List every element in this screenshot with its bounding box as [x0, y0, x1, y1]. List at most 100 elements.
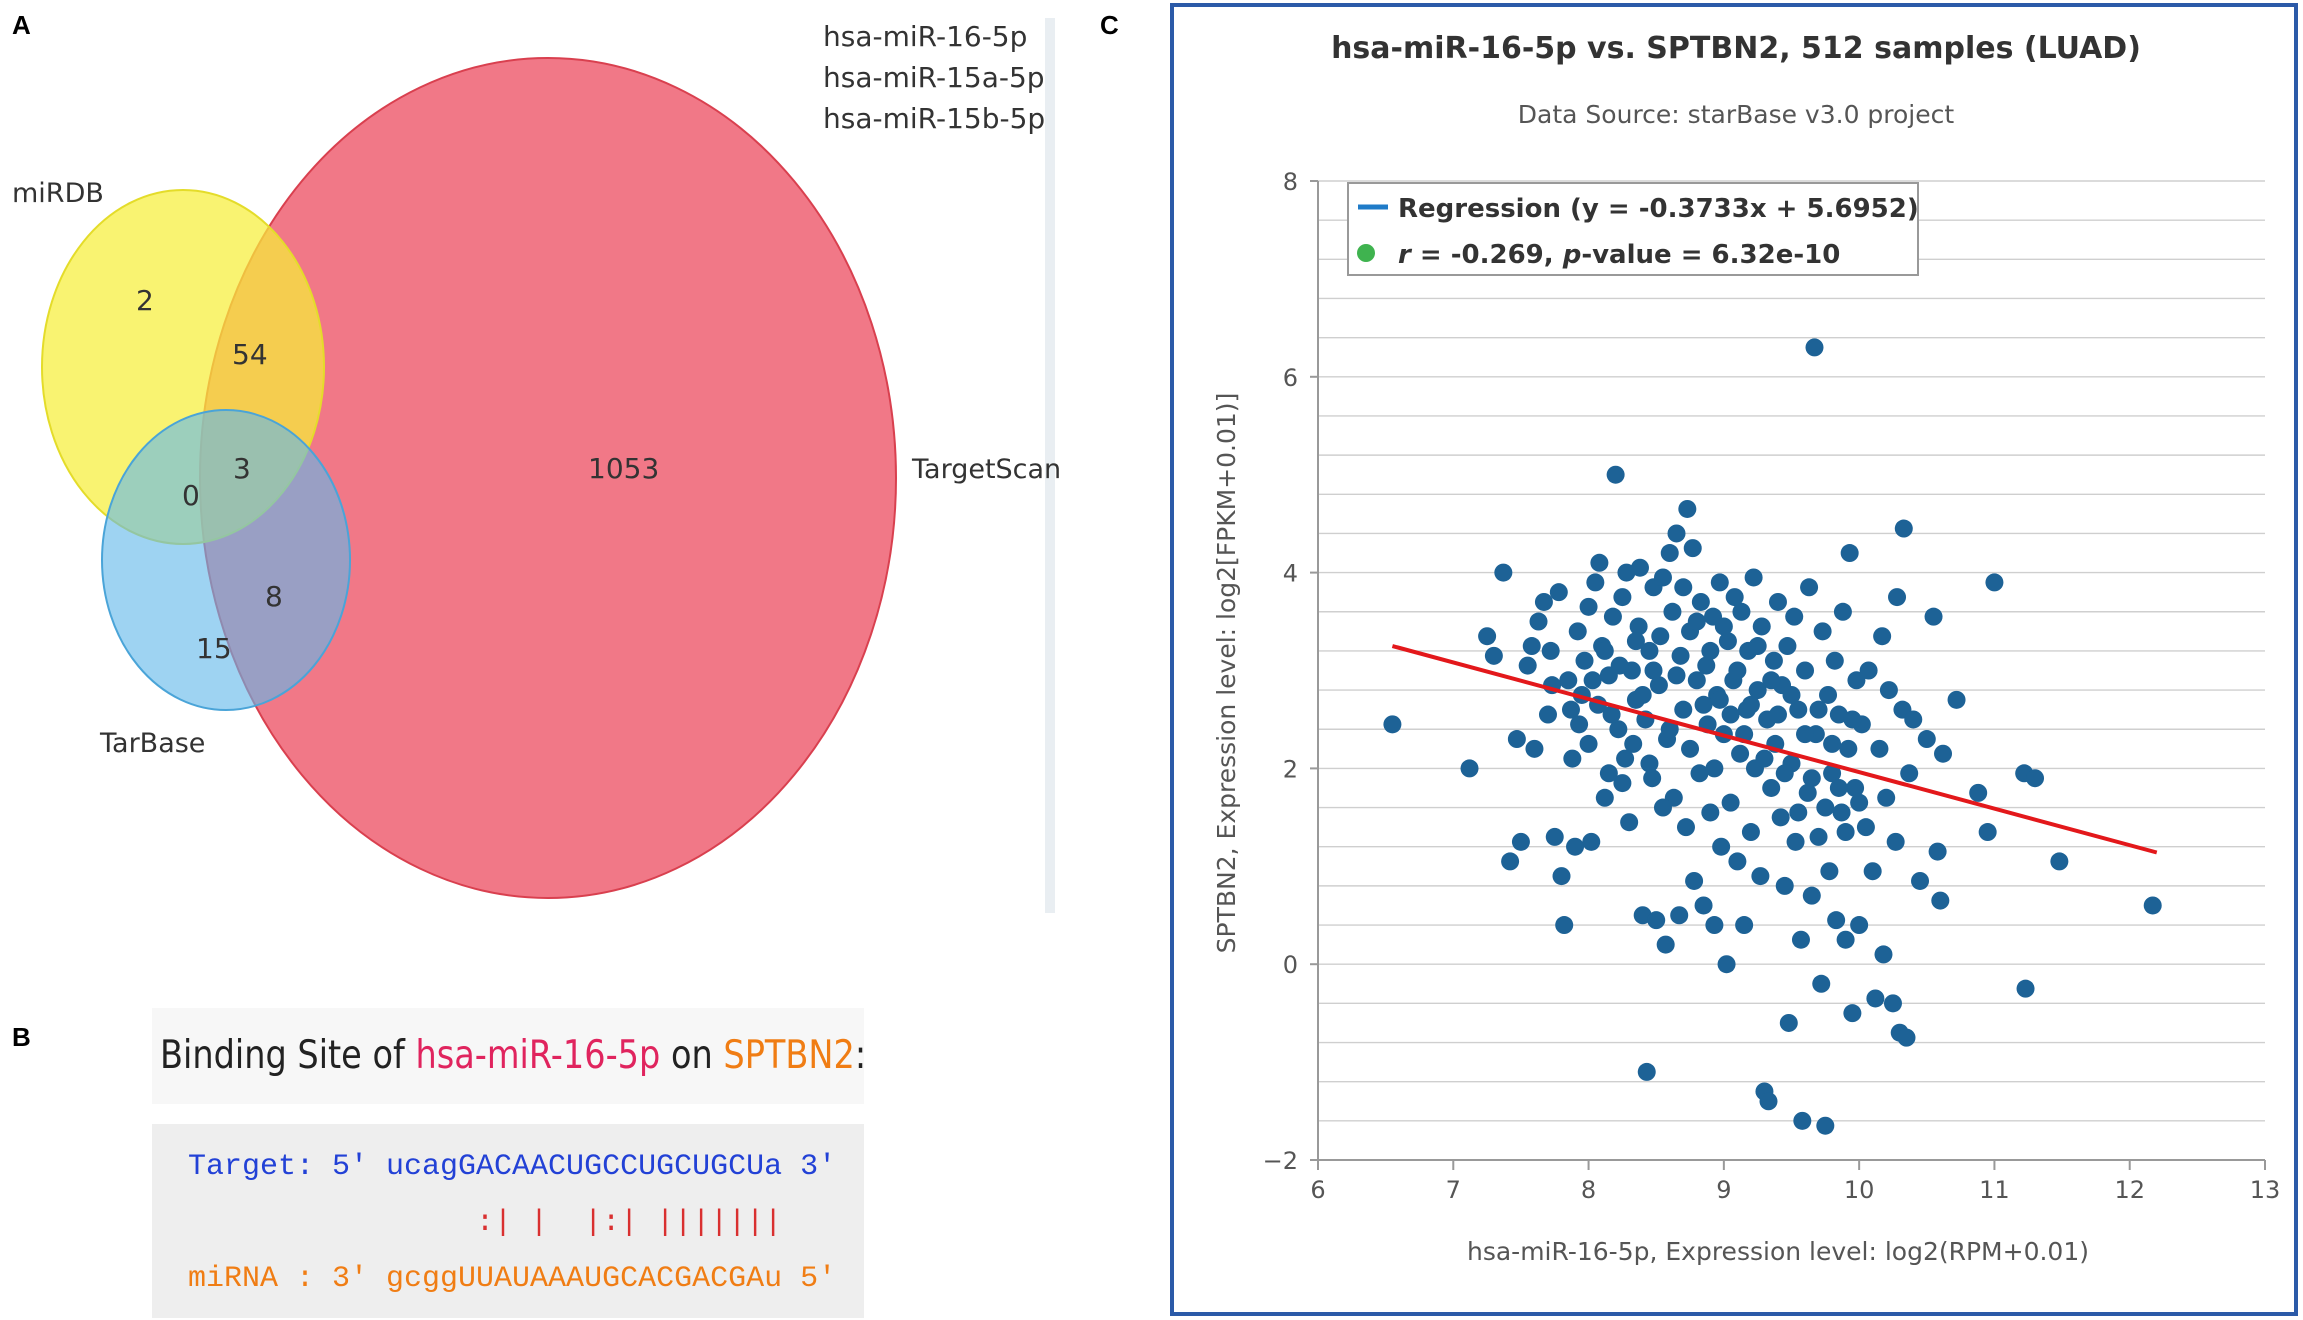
data-point: [1545, 827, 1564, 846]
data-point: [1752, 617, 1771, 636]
data-point: [1859, 661, 1878, 680]
data-point: [1836, 823, 1855, 842]
venn-count-targetscan-only: 1053: [588, 452, 659, 485]
data-point: [1870, 739, 1889, 758]
data-point: [1685, 871, 1704, 890]
target-sequence: Target: 5' ucagGACAACUGCCUGCUGCUa 3': [188, 1150, 837, 1184]
data-point: [1843, 710, 1862, 729]
data-point: [1728, 852, 1747, 871]
venn-mirna-list: hsa-miR-16-5p hsa-miR-15a-5p hsa-miR-15b…: [823, 20, 1045, 135]
data-point: [1563, 749, 1582, 768]
venn-mirna-2: hsa-miR-15a-5p: [823, 61, 1045, 94]
data-point: [1897, 1028, 1916, 1047]
data-point: [1674, 700, 1693, 719]
data-point: [1687, 612, 1706, 631]
data-point: [1786, 832, 1805, 851]
panel-letter-c: C: [1100, 10, 1119, 40]
data-point: [1829, 705, 1848, 724]
data-point: [1809, 827, 1828, 846]
data-point: [1690, 764, 1709, 783]
data-point: [1705, 759, 1724, 778]
data-point: [1775, 876, 1794, 895]
data-point: [1712, 837, 1731, 856]
data-point: [1917, 730, 1936, 749]
data-point: [1820, 862, 1839, 881]
data-point: [1718, 632, 1737, 651]
data-point: [1721, 705, 1740, 724]
legend-stat-p-value: -value = 6.32e-10: [1581, 240, 1840, 270]
venn-count-tarbase-targetscan: 8: [265, 580, 283, 613]
legend-stat-p: p: [1562, 240, 1582, 270]
data-point: [1805, 338, 1824, 357]
venn-mirna-1: hsa-miR-16-5p: [823, 20, 1027, 53]
x-tick-label: 12: [2114, 1176, 2145, 1204]
data-point: [1633, 685, 1652, 704]
data-point: [1802, 886, 1821, 905]
data-point: [1656, 935, 1675, 954]
venn-label-mirdb: miRDB: [12, 178, 104, 209]
data-point: [1552, 867, 1571, 886]
data-point: [1900, 764, 1919, 783]
y-tick-label: −2: [1263, 1147, 1298, 1175]
panel-letter-b: B: [12, 1022, 31, 1052]
data-point: [1518, 656, 1537, 675]
data-point: [1911, 871, 1930, 890]
data-point: [1728, 661, 1747, 680]
data-point: [1771, 808, 1790, 827]
chart-legend: Regression (y = -0.3733x + 5.6952) r = -…: [1347, 182, 1919, 276]
data-point: [1678, 499, 1697, 518]
venn-diagram: hsa-miR-16-5p hsa-miR-15a-5p hsa-miR-15b…: [12, 18, 1060, 913]
legend-regression-label: Regression (y = -0.3733x + 5.6952): [1398, 194, 1919, 224]
data-point: [1874, 945, 1893, 964]
data-point: [1840, 544, 1859, 563]
data-point: [1705, 916, 1724, 935]
y-axis-label: SPTBN2, Expression level: log2[FPKM+0.01…: [1212, 393, 1241, 954]
x-tick-label: 10: [1844, 1176, 1875, 1204]
data-point: [1819, 685, 1838, 704]
venn-side-strip: [1045, 18, 1055, 913]
data-point: [1478, 627, 1497, 646]
data-point: [1529, 612, 1548, 631]
regression-line: [1391, 644, 2158, 855]
data-point: [1877, 788, 1896, 807]
data-point: [1667, 666, 1686, 685]
data-point: [1595, 641, 1614, 660]
binding-title-gene: SPTBN2: [723, 1033, 855, 1078]
venn-count-tarbase-only: 15: [196, 632, 232, 665]
data-point: [1674, 578, 1693, 597]
data-point: [1575, 651, 1594, 670]
x-tick-label: 6: [1310, 1176, 1325, 1204]
data-point: [1697, 656, 1716, 675]
data-point: [1850, 793, 1869, 812]
data-point: [1620, 813, 1639, 832]
data-point: [1947, 690, 1966, 709]
data-point: [1779, 1013, 1798, 1032]
data-point: [1832, 803, 1851, 822]
data-point: [1653, 798, 1672, 817]
data-point: [1566, 837, 1585, 856]
data-point: [1846, 778, 1865, 797]
venn-shapes: [41, 57, 897, 899]
chart-subtitle: Data Source: starBase v3.0 project: [1518, 100, 1955, 129]
venn-count-mirdb-targetscan: 54: [232, 338, 268, 371]
data-point: [1866, 989, 1885, 1008]
data-point: [1644, 661, 1663, 680]
data-point: [1785, 607, 1804, 626]
data-point: [1691, 592, 1710, 611]
data-point: [1670, 906, 1689, 925]
data-point: [1751, 867, 1770, 886]
legend-stat-r: r: [1398, 240, 1413, 270]
binding-title-prefix: Binding Site of: [160, 1033, 416, 1078]
data-point: [1888, 588, 1907, 607]
data-point: [1633, 906, 1652, 925]
legend-box: [1347, 182, 1919, 276]
data-point: [1904, 710, 1923, 729]
data-point: [1800, 578, 1819, 597]
x-axis-label: hsa-miR-16-5p, Expression level: log2(RP…: [1467, 1237, 2089, 1266]
data-point: [1583, 671, 1602, 690]
data-point: [1559, 671, 1578, 690]
data-point: [1613, 588, 1632, 607]
data-point: [1873, 627, 1892, 646]
data-point: [1741, 695, 1760, 714]
binding-sequence-box: Target: 5' ucagGACAACUGCCUGCUGCUa 3' :| …: [152, 1124, 864, 1318]
